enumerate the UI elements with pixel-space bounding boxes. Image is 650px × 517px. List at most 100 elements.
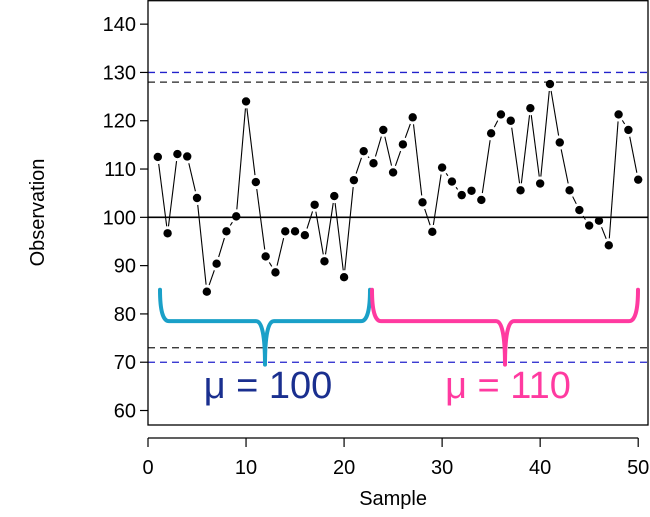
data-point xyxy=(222,227,231,236)
y-tick-label: 100 xyxy=(103,207,136,229)
y-axis: 60 70 80 90 100 110 120 130 140 xyxy=(103,14,148,423)
x-tick-label: 20 xyxy=(333,457,355,479)
brace-left xyxy=(158,287,372,367)
series-segment xyxy=(445,173,449,177)
data-point xyxy=(516,186,525,195)
y-tick-label: 70 xyxy=(114,352,136,374)
data-point xyxy=(594,216,604,225)
data-points xyxy=(153,79,643,296)
data-point xyxy=(281,227,290,236)
data-point xyxy=(212,259,221,268)
series-segment xyxy=(530,115,540,177)
series-segment xyxy=(246,108,256,176)
series-segment xyxy=(268,262,273,267)
data-point xyxy=(290,227,300,236)
data-point xyxy=(614,110,623,119)
series-segment xyxy=(315,211,324,255)
series-segment xyxy=(334,202,344,271)
data-point xyxy=(388,168,398,177)
y-tick-label: 60 xyxy=(114,401,136,423)
mean-label-right: μ = 110 xyxy=(445,365,571,407)
data-point xyxy=(486,129,496,138)
mean-label-left: μ = 100 xyxy=(204,365,333,407)
data-point xyxy=(300,230,310,240)
plot-frame xyxy=(147,0,649,426)
data-point xyxy=(202,287,212,296)
series-segment xyxy=(394,150,402,166)
series-segment xyxy=(493,120,499,128)
x-axis-label: Sample xyxy=(359,488,427,510)
series-segment xyxy=(384,136,393,166)
series-segment xyxy=(621,120,626,125)
data-point xyxy=(624,125,633,135)
data-point xyxy=(584,221,594,230)
data-point xyxy=(447,177,457,186)
data-point xyxy=(310,200,319,209)
y-tick-label: 110 xyxy=(104,159,136,181)
x-axis: 0 10 20 30 40 50 xyxy=(142,437,649,479)
data-point xyxy=(251,177,261,187)
data-point xyxy=(604,241,613,250)
data-point xyxy=(506,116,515,125)
series-segment xyxy=(158,163,168,227)
data-point xyxy=(359,146,368,156)
y-tick-label: 80 xyxy=(114,304,136,326)
data-point xyxy=(457,190,466,200)
data-point xyxy=(173,149,182,159)
series-segment xyxy=(355,157,362,174)
data-point xyxy=(418,198,427,207)
data-point xyxy=(526,103,535,113)
data-point xyxy=(437,163,447,172)
series-segment xyxy=(601,227,607,240)
x-tick-label: 10 xyxy=(235,457,257,479)
series-segment xyxy=(412,124,423,196)
data-point xyxy=(496,110,506,119)
x-tick-label: 40 xyxy=(529,457,551,479)
series-segment xyxy=(188,163,196,192)
series-segment xyxy=(572,196,577,205)
data-point xyxy=(379,125,388,135)
data-point xyxy=(545,79,555,89)
series-segment xyxy=(550,90,560,136)
series-segment xyxy=(256,188,266,250)
y-tick-label: 140 xyxy=(103,14,136,36)
series-line-group xyxy=(158,90,638,286)
series-segment xyxy=(432,174,442,225)
series-segment xyxy=(344,187,354,271)
series-segment xyxy=(511,127,521,184)
data-point xyxy=(349,175,359,185)
x-tick-label: 30 xyxy=(431,457,453,479)
reference-lines xyxy=(148,71,648,363)
data-point xyxy=(153,152,163,162)
series-segment xyxy=(236,108,246,210)
series-segment xyxy=(540,90,550,177)
series-segment xyxy=(229,221,233,226)
y-tick-label: 90 xyxy=(114,256,136,278)
data-point xyxy=(330,191,339,201)
data-point xyxy=(241,97,251,106)
x-tick-label: 0 xyxy=(142,457,153,479)
data-point xyxy=(565,186,574,195)
data-point xyxy=(398,140,408,149)
data-point xyxy=(428,227,437,237)
series-segment xyxy=(608,121,619,239)
y-tick-label: 130 xyxy=(103,62,136,84)
data-point xyxy=(271,268,280,277)
brace-right xyxy=(370,287,640,367)
series-segment xyxy=(582,215,586,220)
series-segment xyxy=(481,140,491,194)
data-point xyxy=(477,195,486,205)
data-point xyxy=(633,175,643,184)
series-segment xyxy=(629,136,638,173)
data-point xyxy=(192,193,202,203)
series-segment xyxy=(324,202,334,255)
series-segment xyxy=(455,186,459,190)
series-segment xyxy=(374,136,382,157)
data-point xyxy=(575,205,584,215)
series-segment xyxy=(197,204,207,285)
series-segment xyxy=(218,237,225,258)
series-segment xyxy=(167,160,178,227)
data-point xyxy=(467,186,476,195)
series-segment xyxy=(424,208,431,226)
